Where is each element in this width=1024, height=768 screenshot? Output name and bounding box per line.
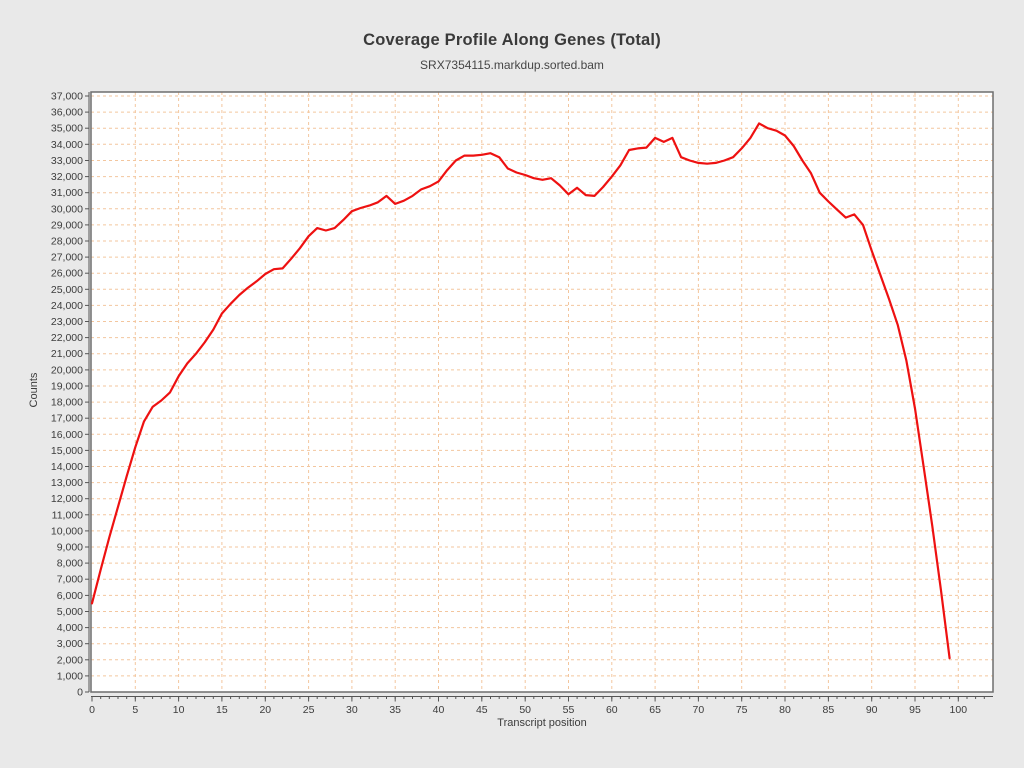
x-tick-label: 0 — [89, 704, 95, 716]
y-tick-label: 23,000 — [51, 316, 83, 328]
y-tick-label: 1,000 — [57, 670, 83, 682]
y-tick-label: 0 — [77, 687, 83, 699]
x-tick-label: 75 — [736, 704, 748, 716]
x-tick-label: 10 — [173, 704, 185, 716]
y-tick-label: 10,000 — [51, 525, 83, 537]
y-tick-label: 16,000 — [51, 429, 83, 441]
y-tick-label: 25,000 — [51, 284, 83, 296]
y-tick-label: 14,000 — [51, 461, 83, 473]
y-axis: 0 1,000 2,000 3,000 4,000 5,000 6,000 7,000 8,00… — [51, 91, 90, 699]
x-tick-label: 60 — [606, 704, 618, 716]
coverage-line — [90, 122, 951, 660]
x-tick-label: 50 — [519, 704, 531, 716]
x-tick-label: 15 — [216, 704, 228, 716]
x-tick-label: 20 — [259, 704, 271, 716]
plot-border — [90, 91, 994, 693]
y-tick-label: 9,000 — [57, 542, 83, 554]
x-axis-title: Transcript position — [497, 717, 586, 729]
y-tick-label: 36,000 — [51, 107, 83, 119]
x-tick-label: 90 — [866, 704, 878, 716]
y-tick-label: 15,000 — [51, 445, 83, 457]
y-tick-label: 31,000 — [51, 187, 83, 199]
chart-subtitle: SRX7354115.markdup.sorted.bam — [420, 58, 604, 72]
y-tick-label: 33,000 — [51, 155, 83, 167]
plot-area: 0 1,000 2,000 3,000 4,000 5,000 6,000 7,000 8,00… — [51, 91, 994, 716]
x-tick-label: 30 — [346, 704, 358, 716]
y-tick-label: 27,000 — [51, 252, 83, 264]
y-axis-title: Counts — [28, 372, 40, 407]
y-tick-label: 11,000 — [52, 509, 83, 521]
y-tick-label: 18,000 — [51, 397, 83, 409]
y-tick-label: 30,000 — [51, 203, 83, 215]
x-tick-label: 5 — [132, 704, 138, 716]
x-tick-label: 70 — [693, 704, 705, 716]
plot-background — [91, 92, 993, 692]
y-tick-label: 37,000 — [51, 91, 83, 103]
y-tick-label: 4,000 — [57, 622, 83, 634]
y-tick-label: 6,000 — [57, 590, 83, 602]
y-tick-label: 29,000 — [51, 219, 83, 231]
y-tick-label: 12,000 — [51, 493, 83, 505]
x-tick-label: 85 — [823, 704, 835, 716]
y-tick-label: 24,000 — [51, 300, 83, 312]
x-tick-label: 100 — [950, 704, 968, 716]
x-tick-label: 45 — [476, 704, 488, 716]
y-tick-label: 34,000 — [51, 139, 83, 151]
y-tick-label: 21,000 — [51, 348, 83, 360]
y-tick-label: 13,000 — [51, 477, 83, 489]
x-tick-label: 35 — [389, 704, 401, 716]
x-tick-label: 40 — [433, 704, 445, 716]
x-tick-label: 80 — [779, 704, 791, 716]
y-tick-label: 17,000 — [51, 413, 83, 425]
y-tick-label: 22,000 — [51, 332, 83, 344]
y-tick-label: 7,000 — [57, 574, 83, 586]
y-tick-label: 19,000 — [51, 381, 83, 393]
x-tick-label: 25 — [303, 704, 315, 716]
y-tick-label: 8,000 — [57, 558, 83, 570]
y-tick-label: 3,000 — [57, 638, 83, 650]
chart-title: Coverage Profile Along Genes (Total) — [363, 31, 661, 49]
gridlines — [91, 92, 993, 692]
y-tick-label: 28,000 — [51, 236, 83, 248]
y-tick-label: 32,000 — [51, 171, 83, 183]
x-tick-label: 55 — [563, 704, 575, 716]
y-tick-label: 26,000 — [51, 268, 83, 280]
y-tick-label: 2,000 — [57, 654, 83, 666]
y-tick-label: 5,000 — [57, 606, 83, 618]
x-axis: 0 5 10 15 20 25 30 35 40 45 50 55 60 65 70 75 80 85 90 95 10… — [89, 696, 993, 716]
y-tick-label: 35,000 — [51, 123, 83, 135]
y-tick-label: 20,000 — [51, 364, 83, 376]
x-tick-label: 95 — [909, 704, 921, 716]
x-tick-label: 65 — [649, 704, 661, 716]
